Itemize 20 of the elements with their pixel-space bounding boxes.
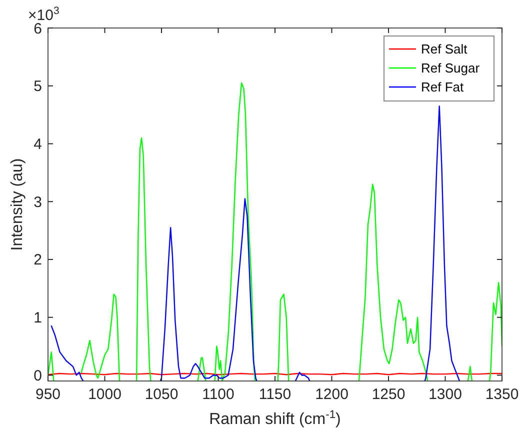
- y-tick-label: 1: [34, 310, 42, 327]
- x-tick-label: 1250: [372, 386, 406, 403]
- legend-label: Ref Fat: [421, 80, 464, 95]
- x-tick-label: 1150: [258, 386, 292, 403]
- legend-label: Ref Sugar: [421, 60, 480, 76]
- x-tick-label: 950: [35, 386, 61, 403]
- legend-label: Ref Salt: [421, 42, 468, 57]
- y-tick-label: 3: [34, 194, 42, 211]
- y-tick-label: 5: [34, 78, 42, 96]
- x-axis-title: Raman shift (cm$^{-1}$): [209, 409, 341, 428]
- x-tick-label: 1050: [144, 386, 178, 403]
- y-axis-title: Intensity (au): [9, 158, 26, 251]
- x-tick-label: 1100: [202, 386, 234, 403]
- y-tick-label: 4: [34, 136, 42, 153]
- y-tick-label: 2: [34, 252, 42, 269]
- x-tick-label: 1200: [315, 386, 348, 403]
- x-tick-label: 1000: [88, 386, 122, 403]
- y-tick-label: 0: [34, 367, 42, 384]
- x-tick-label: 1300: [428, 386, 462, 403]
- x-tick-label: 1350: [485, 386, 519, 403]
